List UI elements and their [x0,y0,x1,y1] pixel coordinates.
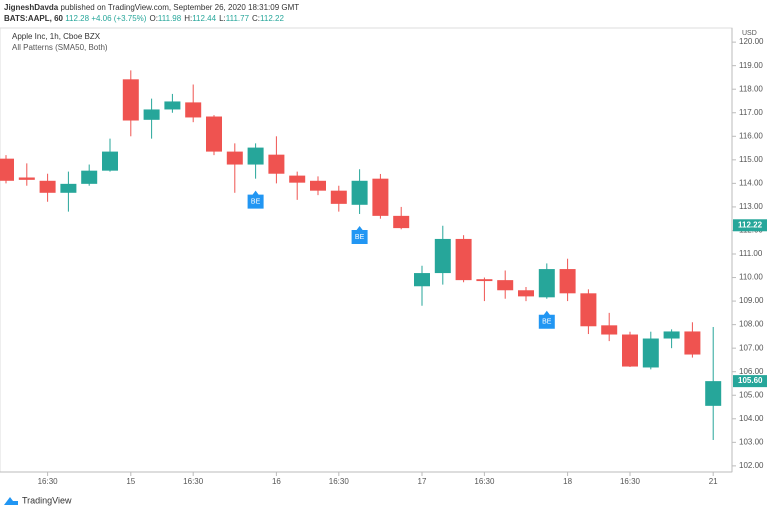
candle-body [580,293,597,327]
candle-body [559,269,576,294]
pattern-marker [247,190,264,209]
y-tick-label: 120.00 [739,37,764,46]
y-tick-label: 116.00 [739,131,763,140]
ohlc-label: O: [149,14,158,23]
candle-body [122,79,139,121]
candle-body [601,325,618,335]
y-tick-label: 111.00 [739,249,763,258]
y-tick-label: 110.00 [739,273,763,282]
y-tick-label: 106.00 [739,367,764,376]
ohlc-value: 111.77 [225,14,250,23]
header-line: BATS:AAPL, 60 112.28 +4.06 (+3.75%) O:111… [4,13,299,24]
ohlc-value: 111.98 [157,14,182,23]
header: JigneshDavda published on TradingView.co… [4,2,299,24]
candle-body [663,331,680,339]
candle-body [206,116,222,152]
y-tick-label: 102.00 [739,461,764,470]
y-tick-label: 113.00 [739,202,763,211]
ohlc-label: C: [252,14,261,23]
candle-body [372,178,389,216]
y-tick-label: 114.00 [739,178,763,187]
chart-title: Apple Inc, 1h, Cboe BZX [12,32,101,41]
candle-body [622,334,638,367]
candle-body [705,381,722,406]
ohlc-value: 112.22 [260,14,284,23]
author: JigneshDavda [4,3,59,12]
candle-body [0,158,14,181]
y-tick-label: 104.00 [739,414,764,423]
candle-body [143,109,160,120]
brand-logo [4,497,18,505]
x-tick-label: 17 [418,477,427,486]
candle-body [226,151,243,165]
ohlc-value: 112.44 [192,14,217,23]
y-tick-label: 118.00 [739,84,763,93]
candle-body [18,177,35,180]
pattern-marker [538,310,555,329]
x-tick-label: 16:30 [183,477,204,486]
price-label: 112.22 [738,220,763,229]
footer-brand: TradingView [22,495,72,505]
price-label-box [733,375,767,388]
candle-body [455,238,472,281]
y-tick-label: 103.00 [739,437,764,446]
chart-subtitle: All Patterns (SMA50, Both) [12,43,108,52]
candle-body [289,175,306,183]
price-label-box [733,219,767,232]
y-tick-label: 105.00 [739,390,764,399]
pattern-label: BE [542,319,552,326]
x-tick-label: 18 [563,477,572,486]
candle-body [434,238,451,274]
change: +4.06 (+3.75%) [91,14,147,23]
y-tick-label: 108.00 [739,320,764,329]
price: 112.28 [65,14,90,23]
x-tick-label: 16:30 [38,477,59,486]
header-line: JigneshDavda published on TradingView.co… [4,2,299,13]
x-tick-label: 16:30 [329,477,350,486]
candle-body [518,290,534,297]
x-tick-label: 16 [272,477,281,486]
pattern-marker [351,225,368,244]
candle-body [684,331,701,355]
y-tick-label: 115.00 [739,155,763,164]
unit: USD [742,30,757,37]
y-tick-label: 109.00 [739,296,764,305]
ohlc: O:111.98 H:112.44 L:111.77 C:112.22 [146,14,283,23]
candle-body [60,183,77,193]
x-tick-label: 16:30 [620,477,641,486]
candle-body [185,102,202,118]
plot-frame [0,27,733,473]
candle-body [247,147,264,165]
pattern-label: BE [355,234,365,241]
x-tick-label: 21 [709,477,718,486]
candle-body [538,269,555,298]
x-tick-label: 16:30 [474,477,495,486]
candle-body [393,215,410,229]
pattern-label: BE [251,199,261,206]
candle-body [642,338,659,368]
y-tick-label: 119.00 [739,61,763,70]
ohlc-label: H: [184,14,193,23]
y-tick-label: 107.00 [739,343,764,352]
candle-body [310,180,326,191]
candle-body [497,280,514,291]
candle-body [164,101,181,110]
candle-body [351,180,368,205]
candle-body [414,273,430,287]
candle-body [268,154,285,174]
ohlc-label: L: [219,14,226,23]
published: published on TradingView.com, September … [60,3,300,12]
candle-body [39,180,56,193]
candle-body [102,151,118,171]
candle-body [476,279,493,282]
candle-body [81,170,98,184]
candle-body [330,190,347,204]
price-label: 105.60 [738,376,763,385]
y-tick-label: 117.00 [739,108,763,117]
symbol: BATS:AAPL, 60 [4,14,63,23]
x-tick-label: 15 [126,477,135,486]
